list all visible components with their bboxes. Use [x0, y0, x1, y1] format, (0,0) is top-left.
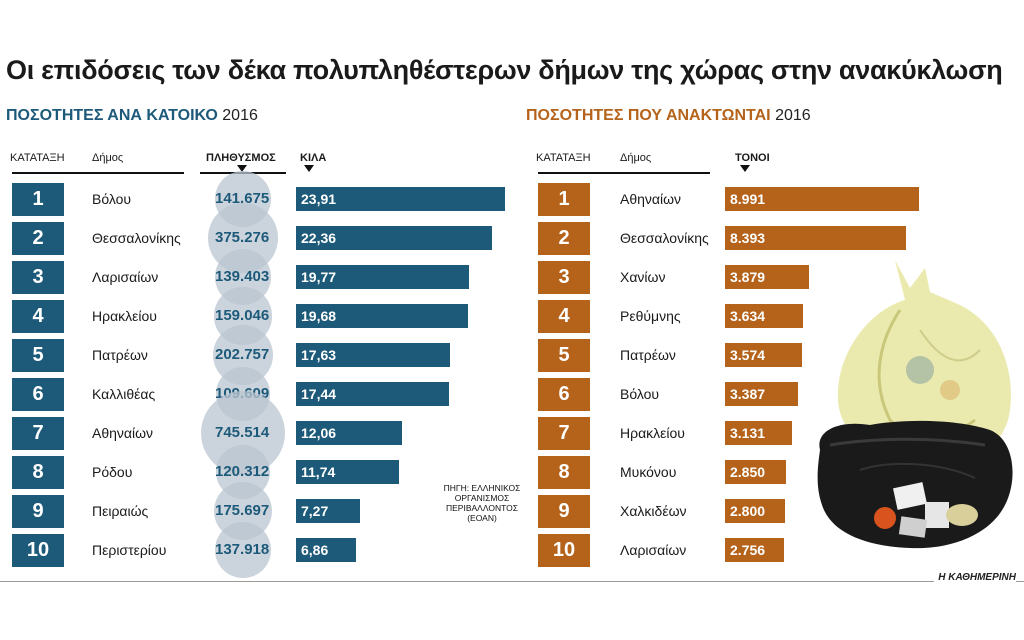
municipality-label: Χαλκιδέων	[620, 503, 687, 519]
municipality-label: Αθηναίων	[92, 425, 154, 441]
population-value: 375.276	[215, 229, 270, 246]
rank-badge: 10	[538, 534, 590, 567]
kilos-bar: 6,86	[296, 538, 357, 562]
rank-badge: 8	[538, 456, 590, 489]
tonnes-bar: 3.634	[725, 304, 804, 328]
municipality-label: Ρόδου	[92, 464, 133, 480]
population-value: 202.757	[215, 346, 270, 363]
rank-badge: 2	[12, 222, 64, 255]
population-circle	[215, 522, 271, 578]
footer-rule	[0, 581, 1024, 582]
tonnes-bar: 3.879	[725, 265, 809, 289]
rank-badge: 1	[538, 183, 590, 216]
rank-badge: 2	[538, 222, 590, 255]
municipality-label: Πειραιώς	[92, 503, 149, 519]
publisher-logo: Η ΚΑΘΗΜΕΡΙΝΗ	[934, 572, 1016, 583]
municipality-label: Μυκόνου	[620, 464, 677, 480]
rank-badge: 3	[538, 261, 590, 294]
kilos-bar: 12,06	[296, 421, 402, 445]
municipality-label: Λαρισαίων	[92, 269, 159, 285]
kilos-bar: 17,63	[296, 343, 451, 367]
tonnes-bar: 8.393	[725, 226, 906, 250]
municipality-label: Θεσσαλονίκης	[620, 230, 709, 246]
municipality-label: Καλλιθέας	[92, 386, 156, 402]
municipality-label: Βόλου	[620, 386, 660, 402]
rank-badge: 3	[12, 261, 64, 294]
rank-badge: 1	[12, 183, 64, 216]
population-arrow-icon	[237, 165, 247, 172]
rank-badge: 9	[538, 495, 590, 528]
rank-badge: 6	[12, 378, 64, 411]
population-value: 120.312	[215, 463, 270, 480]
rank-badge: 6	[538, 378, 590, 411]
tonnes-bar: 8.991	[725, 187, 919, 211]
rank-badge: 4	[538, 300, 590, 333]
population-value: 139.403	[215, 268, 270, 285]
header-rule	[12, 172, 184, 174]
municipality-label: Ρεθύμνης	[620, 308, 681, 324]
garbage-bags-icon	[817, 260, 1013, 549]
municipality-label: Πατρέων	[620, 347, 676, 363]
tonnes-bar: 2.756	[725, 538, 785, 562]
tonnes-bar: 3.131	[725, 421, 793, 445]
population-value: 745.514	[215, 424, 270, 441]
rank-badge: 7	[12, 417, 64, 450]
tonnes-bar: 3.574	[725, 343, 803, 367]
population-value: 175.697	[215, 502, 270, 519]
kilos-bar: 23,91	[296, 187, 506, 211]
kilos-arrow-icon	[304, 165, 314, 172]
kilos-bar: 11,74	[296, 460, 399, 484]
rank-header: ΚΑΤΑΤΑΞΗ	[536, 152, 591, 164]
kilos-bar: 19,68	[296, 304, 469, 328]
rank-badge: 10	[12, 534, 64, 567]
municipality-header: Δήμος	[92, 152, 124, 164]
kilos-bar: 7,27	[296, 499, 360, 523]
municipality-label: Αθηναίων	[620, 191, 682, 207]
municipality-label: Βόλου	[92, 191, 132, 207]
kilos-bar: 17,44	[296, 382, 449, 406]
municipality-label: Λαρισαίων	[620, 542, 687, 558]
chart-title: Οι επιδόσεις των δέκα πολυπληθέστερων δή…	[6, 55, 1003, 85]
per-capita-title: ΠΟΣΟΤΗΤΕΣ ΑΝΑ ΚΑΤΟΙΚΟ 2016	[6, 107, 258, 124]
recovered-title: ΠΟΣΟΤΗΤΕΣ ΠΟΥ ΑΝΑΚΤΩΝΤΑΙ 2016	[526, 107, 811, 124]
kilos-header: ΚΙΛΑ	[300, 152, 327, 164]
population-value: 141.675	[215, 190, 270, 207]
rank-badge: 7	[538, 417, 590, 450]
tonnes-bar: 2.850	[725, 460, 787, 484]
header-rule	[538, 172, 710, 174]
tonnes-arrow-icon	[740, 165, 750, 172]
kilos-bar: 19,77	[296, 265, 469, 289]
tonnes-bar: 3.387	[725, 382, 798, 406]
municipality-label: Χανίων	[620, 269, 666, 285]
kilos-bar: 22,36	[296, 226, 492, 250]
rank-header: ΚΑΤΑΤΑΞΗ	[10, 152, 65, 164]
tonnes-bar: 2.800	[725, 499, 786, 523]
rank-badge: 5	[538, 339, 590, 372]
municipality-label: Ηρακλείου	[92, 308, 157, 324]
tonnes-header: ΤΟΝΟΙ	[735, 152, 770, 164]
municipality-label: Περιστερίου	[92, 542, 167, 558]
population-value: 159.046	[215, 307, 270, 324]
municipality-header: Δήμος	[620, 152, 652, 164]
source-note: ΠΗΓΗ: ΕΛΛΗΝΙΚΟΣ ΟΡΓΑΝΙΣΜΟΣ ΠΕΡΙΒΑΛΛΟΝΤΟΣ…	[443, 483, 521, 523]
municipality-label: Πατρέων	[92, 347, 148, 363]
population-header: ΠΛΗΘΥΣΜΟΣ	[206, 152, 276, 164]
rank-badge: 4	[12, 300, 64, 333]
municipality-label: Θεσσαλονίκης	[92, 230, 181, 246]
municipality-label: Ηρακλείου	[620, 425, 685, 441]
population-value: 137.918	[215, 541, 270, 558]
rank-badge: 8	[12, 456, 64, 489]
rank-badge: 5	[12, 339, 64, 372]
rank-badge: 9	[12, 495, 64, 528]
